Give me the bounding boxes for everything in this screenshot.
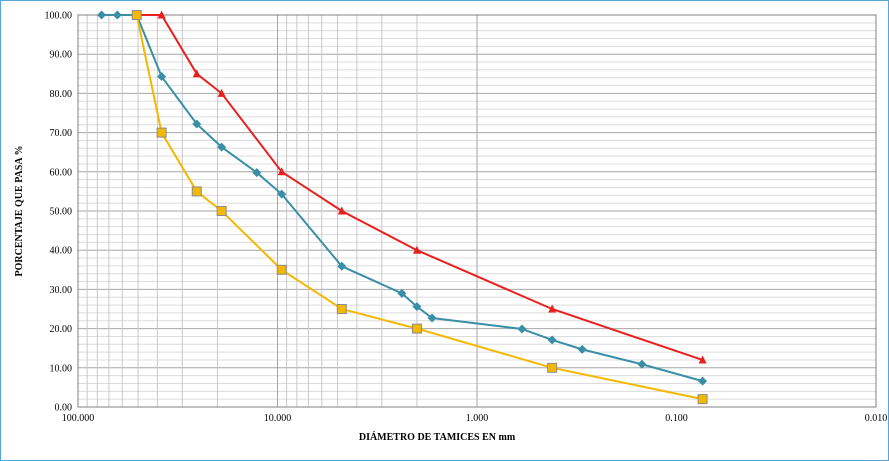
data-point-diamond — [277, 189, 287, 199]
data-point-square — [411, 323, 422, 334]
plot-area-border — [77, 14, 877, 408]
series-2 — [132, 10, 707, 364]
x-tick-label: 1.000 — [466, 413, 489, 424]
y-tick-label: 50.00 — [50, 207, 73, 218]
data-point-triangle — [277, 167, 286, 176]
data-point-diamond — [157, 72, 167, 82]
y-tick-label: 60.00 — [50, 167, 73, 178]
x-axis-ticks: 100.000 10.000 1.000 0.100 0.010 — [62, 413, 888, 424]
data-point-diamond — [547, 335, 557, 345]
data-point-diamond — [97, 10, 107, 20]
data-point-triangle — [412, 245, 421, 254]
series-layer — [97, 10, 708, 405]
data-point-triangle — [217, 88, 226, 97]
y-tick-label: 90.00 — [50, 50, 73, 61]
data-point-diamond — [252, 168, 262, 178]
x-tick-label: 10.000 — [264, 413, 292, 424]
y-tick-label: 70.00 — [50, 128, 73, 139]
y-axis-title: PORCENTAJE QUE PASA % — [14, 145, 25, 276]
data-point-square — [191, 186, 202, 197]
y-tick-label: 10.00 — [50, 363, 73, 374]
data-point-diamond — [397, 288, 407, 298]
data-point-square — [336, 304, 347, 314]
data-point-square — [547, 362, 558, 373]
data-point-square — [156, 127, 167, 138]
y-tick-label: 40.00 — [50, 246, 73, 257]
data-point-diamond — [412, 302, 422, 312]
x-tick-label: 0.100 — [665, 413, 688, 424]
data-point-square — [216, 206, 227, 216]
y-tick-label: 0.00 — [55, 403, 73, 414]
y-tick-label: 30.00 — [50, 285, 73, 296]
data-point-triangle — [548, 304, 557, 313]
y-tick-label: 100.00 — [45, 11, 73, 22]
data-point-diamond — [112, 10, 122, 20]
y-tick-label: 20.00 — [50, 324, 73, 335]
series-3 — [131, 10, 708, 405]
x-tick-label: 0.010 — [865, 413, 888, 424]
data-point-square — [697, 394, 708, 405]
data-point-diamond — [517, 324, 527, 334]
data-point-diamond — [217, 142, 227, 152]
data-point-triangle — [157, 10, 166, 19]
y-tick-label: 80.00 — [50, 89, 73, 100]
data-point-diamond — [577, 344, 587, 354]
y-axis-ticks: 0.00 10.00 20.00 30.00 40.00 50.00 60.00 70.00 8… — [45, 11, 73, 414]
x-tick-label: 100.000 — [62, 413, 95, 424]
data-point-square — [131, 10, 142, 20]
data-point-diamond — [192, 119, 202, 129]
data-point-diamond — [337, 261, 347, 271]
data-point-triangle — [698, 355, 707, 364]
data-point-diamond — [698, 376, 708, 386]
data-point-triangle — [192, 69, 201, 78]
data-point-triangle — [337, 206, 346, 215]
data-point-diamond — [427, 313, 437, 323]
series-1 — [97, 10, 708, 386]
data-point-square — [276, 264, 287, 275]
data-point-diamond — [637, 359, 647, 369]
x-axis-title: DIÁMETRO DE TAMICES EN mm — [359, 431, 516, 443]
